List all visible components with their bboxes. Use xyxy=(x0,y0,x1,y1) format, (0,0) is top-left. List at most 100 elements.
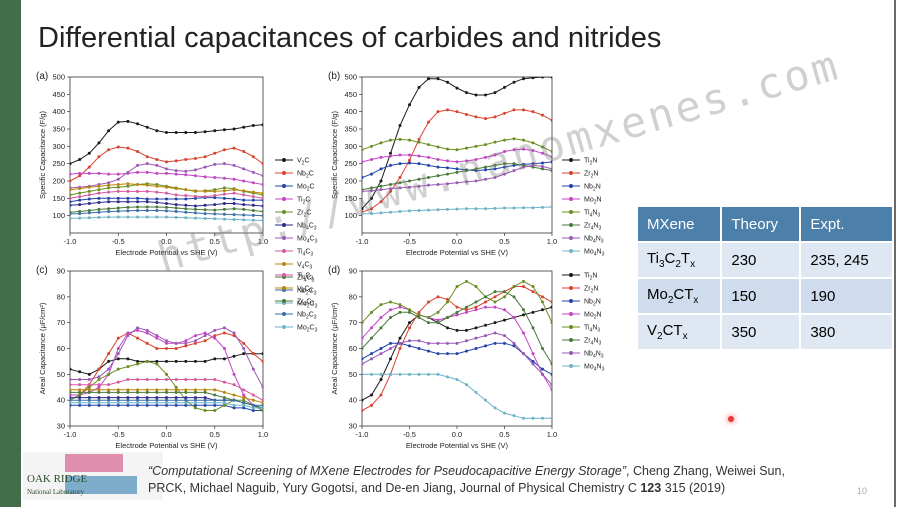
data-point xyxy=(503,308,506,312)
data-point xyxy=(155,205,159,209)
data-point xyxy=(362,207,364,211)
data-point xyxy=(70,398,72,402)
data-point xyxy=(116,336,120,340)
y-tick-label: 450 xyxy=(344,90,357,99)
series-Mo2C xyxy=(70,403,263,412)
data-point xyxy=(541,308,544,312)
data-point xyxy=(222,217,226,221)
legend-label: Nb2N xyxy=(584,184,601,193)
data-point xyxy=(126,357,130,361)
data-point xyxy=(427,300,430,304)
data-point xyxy=(78,383,82,387)
data-point xyxy=(541,372,544,376)
data-point xyxy=(78,195,82,199)
data-point xyxy=(165,359,168,363)
data-point xyxy=(379,155,383,159)
data-point xyxy=(184,388,188,392)
data-point xyxy=(417,137,421,141)
data-point xyxy=(251,195,255,199)
data-point xyxy=(165,202,168,206)
data-point xyxy=(70,388,72,392)
data-point xyxy=(550,321,552,325)
data-point xyxy=(78,210,82,214)
legend-label: Nb2N xyxy=(584,299,601,308)
lab-logo: OAK RIDGE National Laboratory xyxy=(23,452,163,500)
data-point xyxy=(107,183,111,187)
data-point xyxy=(512,285,516,288)
legend-label: Nb2C xyxy=(297,171,314,180)
data-point xyxy=(70,393,72,397)
data-point xyxy=(213,409,217,412)
series-Ti4C3 xyxy=(70,378,263,402)
legend-label: Mo2C xyxy=(297,184,315,193)
data-point xyxy=(370,196,373,200)
data-point xyxy=(512,148,516,152)
legend-marker xyxy=(569,223,573,227)
data-point xyxy=(408,185,411,189)
data-point xyxy=(184,188,188,192)
data-point xyxy=(531,362,535,366)
data-point xyxy=(389,341,392,345)
data-point xyxy=(522,108,525,112)
x-tick-label: 1.0 xyxy=(258,430,268,439)
data-point xyxy=(362,212,364,216)
data-point xyxy=(213,357,217,361)
data-point xyxy=(107,200,111,204)
data-point xyxy=(427,341,430,345)
data-point xyxy=(203,359,207,363)
y-axis-title: Areal Capacitance (μF/cm²) xyxy=(38,302,47,394)
data-point xyxy=(193,388,197,392)
data-point xyxy=(389,189,392,193)
data-point xyxy=(145,183,149,187)
slide-title: Differential capacitances of carbides an… xyxy=(38,22,662,54)
data-point xyxy=(251,181,255,185)
data-point xyxy=(455,207,459,211)
data-point xyxy=(522,313,525,317)
x-axis-title: Electrode Potential vs SHE (V) xyxy=(115,248,218,257)
data-point xyxy=(107,388,111,392)
data-point xyxy=(136,205,140,209)
data-point xyxy=(417,339,421,343)
legend-label: Mo2N xyxy=(584,197,602,206)
data-point xyxy=(165,396,168,400)
data-point xyxy=(70,396,72,400)
data-point xyxy=(222,207,226,211)
data-point xyxy=(184,158,188,162)
data-point xyxy=(145,378,149,381)
data-point xyxy=(455,328,459,332)
data-point xyxy=(512,341,516,345)
data-point xyxy=(242,179,246,183)
data-point xyxy=(232,217,236,221)
data-point xyxy=(145,401,149,405)
legend-label: V2C xyxy=(297,158,310,167)
data-point xyxy=(474,308,478,312)
legend-label: Zr4N3 xyxy=(584,338,601,347)
data-point xyxy=(261,214,263,218)
data-point xyxy=(531,352,535,356)
capacitance-table: MXene Theory Expt. Ti3C2Tx 230 235, 245 Mo2… xyxy=(638,207,892,349)
data-point xyxy=(232,188,236,192)
data-point xyxy=(398,137,402,141)
legend-label: Zr4C3 xyxy=(297,299,314,308)
data-point xyxy=(261,210,263,214)
data-point xyxy=(145,170,149,174)
data-point xyxy=(78,216,82,220)
data-point xyxy=(145,197,149,201)
legend-label: Ti4C3 xyxy=(297,273,313,282)
series-Zr2N xyxy=(362,108,552,214)
data-point xyxy=(493,115,497,119)
data-point xyxy=(474,158,478,162)
data-point xyxy=(232,127,236,131)
data-point xyxy=(155,334,159,338)
data-point xyxy=(436,372,440,376)
data-point xyxy=(417,184,421,188)
legend-label: Nb2C3 xyxy=(297,312,317,321)
data-point xyxy=(370,172,373,176)
series-Ti4N3 xyxy=(362,137,552,154)
legend-label: Nb4N3 xyxy=(584,236,604,245)
citation-authors-1: , Cheng Zhang, Weiwei Sun, xyxy=(626,464,785,478)
data-point xyxy=(251,213,255,217)
data-point xyxy=(165,197,168,201)
data-point xyxy=(165,171,168,175)
data-point xyxy=(379,326,383,330)
